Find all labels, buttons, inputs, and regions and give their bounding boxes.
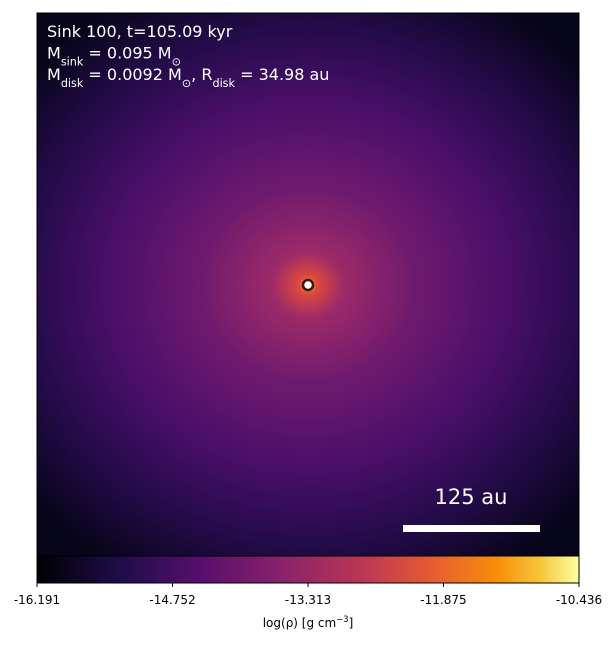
scale-bar [403,525,540,532]
text-piece: = 34.98 au [235,65,329,84]
tick-label: -11.875 [420,593,466,607]
text-piece: = 0.095 M [83,44,171,63]
text-piece: log(ρ) [g cm [263,616,337,630]
subscript: sink [61,55,84,68]
text-piece: , R [191,65,212,84]
subscript: disk [212,77,235,90]
text-piece: M [47,65,61,84]
tick-label: -16.191 [14,593,60,607]
superscript: −3 [336,614,348,624]
text-piece: = 0.0092 M [83,65,181,84]
colorbar [36,555,580,584]
text-piece: Sink 100, t=105.09 kyr [47,22,233,41]
colorbar-label: log(ρ) [g cm−3] [263,614,354,630]
subscript: ⊙ [172,55,181,68]
tick-label: -14.752 [149,593,195,607]
annotation: Mdisk​ = 0.0092 M⊙​, Rdisk​ = 34.98 au [47,65,329,90]
text-piece: M [47,44,61,63]
subscript: disk [61,77,84,90]
tick-label: -10.436 [556,593,602,607]
annotation: Sink 100, t=105.09 kyr [47,22,233,41]
tick-label: -13.313 [285,593,331,607]
scale-bar-label: 125 au [435,485,508,509]
annotation: Msink​ = 0.095 M⊙​ [47,44,181,69]
text-piece: ] [349,616,354,630]
sink-marker [301,278,315,292]
subscript: ⊙ [182,77,191,90]
